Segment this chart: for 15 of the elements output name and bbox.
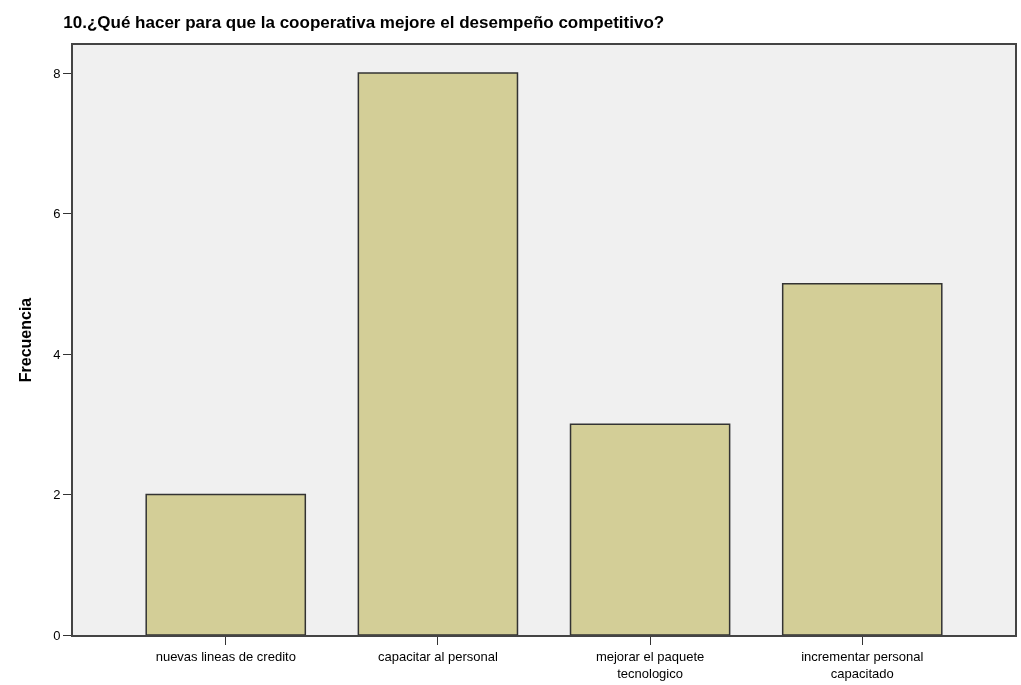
bar [357, 72, 519, 635]
x-tick-label: nuevas lineas de credito [155, 648, 296, 664]
y-tick-label: 2 [53, 487, 61, 503]
x-tick-label: incrementar personal capacitado [801, 648, 924, 681]
y-axis-title: Frecuencia [16, 297, 34, 383]
x-tick-label: capacitar al personal [377, 648, 499, 664]
bar [781, 283, 943, 635]
y-tick-label: 0 [53, 627, 61, 643]
chart-title: 10.¿Qué hacer para que la cooperativa mejore el desempeño competitivo? [63, 12, 665, 32]
bar [145, 493, 307, 635]
bar [569, 423, 731, 635]
x-tick-label: mejorar el paquete tecnologico [595, 648, 705, 681]
y-tick-label: 8 [53, 65, 61, 81]
y-tick-label: 6 [53, 206, 61, 222]
y-tick-label: 4 [53, 346, 61, 362]
